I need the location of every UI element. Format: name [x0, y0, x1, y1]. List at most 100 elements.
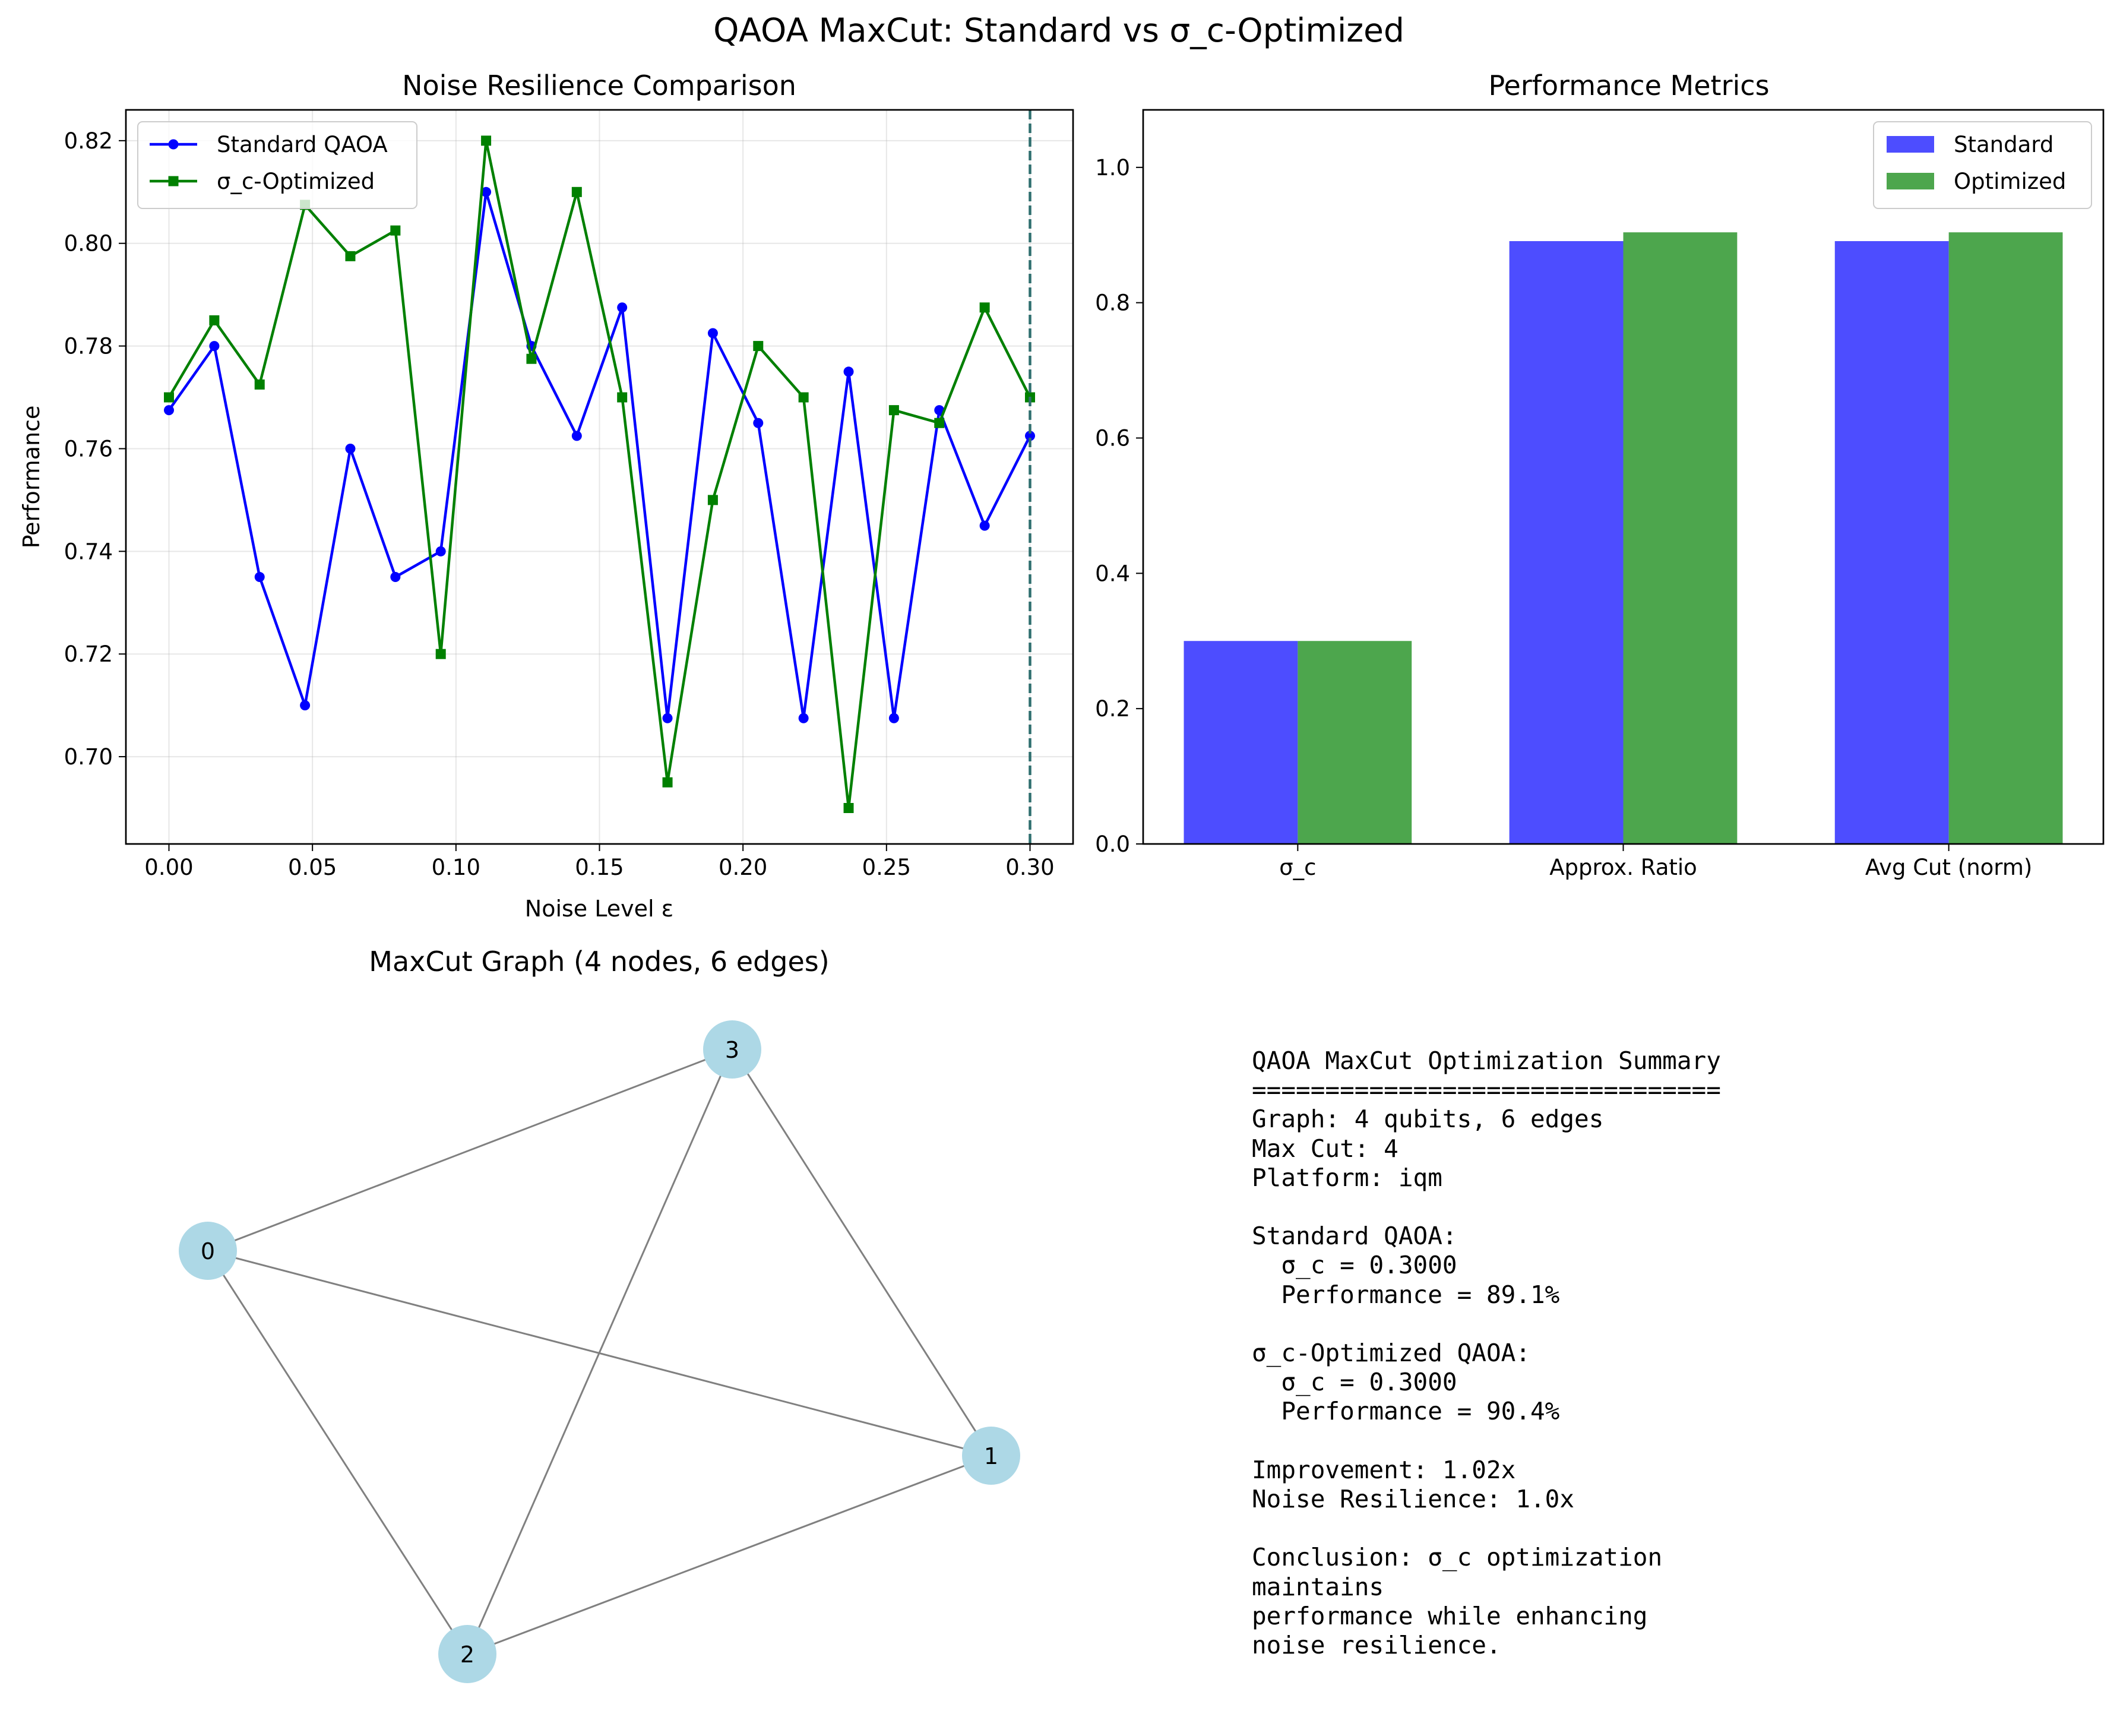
data-point — [209, 341, 220, 352]
data-point — [164, 405, 174, 416]
data-point — [798, 392, 809, 403]
noise-resilience-panel: 0.00 0.05 0.10 0.15 0.20 0.25 0.30 0.70 0.72 0.74… — [18, 69, 1074, 922]
data-point — [934, 418, 945, 428]
graph-node-label: 3 — [725, 1037, 739, 1063]
series-line-standard — [167, 191, 1031, 720]
data-point — [254, 379, 265, 390]
data-point — [979, 302, 990, 313]
plot1-ytick-label: 0.78 — [64, 334, 113, 359]
graph-node-label: 1 — [984, 1443, 998, 1469]
graph-edge-0-2 — [207, 1250, 469, 1655]
graph-node-label: 0 — [201, 1238, 215, 1264]
plot1-ytick-label: 0.80 — [64, 231, 113, 257]
plot1-title: Noise Resilience Comparison — [402, 69, 796, 102]
data-point — [345, 443, 356, 454]
data-point — [164, 392, 174, 403]
data-point — [300, 700, 311, 711]
plot1-ytick-label: 0.76 — [64, 436, 113, 461]
bar-optimized — [1623, 232, 1738, 845]
plot2-ytick-label: 0.0 — [1095, 831, 1130, 857]
graph-node-1 — [962, 1427, 1020, 1485]
plot1-xtick-label: 0.30 — [1005, 855, 1054, 880]
performance-metrics-panel: σ_c Approx. Ratio Avg Cut (norm) 0.0 0.2 0.4 0… — [1095, 69, 2105, 880]
data-point — [617, 302, 628, 313]
legend-marker — [168, 176, 179, 186]
plot1-xtick-label: 0.15 — [575, 855, 624, 880]
data-point — [753, 341, 764, 352]
data-point — [707, 495, 718, 505]
plot1-legend-box — [137, 121, 417, 209]
data-point — [481, 135, 492, 146]
data-point — [843, 366, 854, 377]
data-point — [662, 713, 673, 723]
data-point — [1025, 431, 1035, 441]
plot1-ytick-label: 0.70 — [64, 744, 113, 770]
plot2-xtick-label: Approx. Ratio — [1549, 855, 1697, 880]
graph-node-2 — [438, 1625, 496, 1683]
data-point — [934, 405, 945, 416]
data-point — [798, 713, 809, 723]
data-point — [753, 418, 764, 428]
plot2-ytick-label: 0.4 — [1095, 561, 1130, 586]
graph-edge-2-1 — [467, 1454, 992, 1655]
bar-optimized — [1298, 641, 1412, 844]
plot2-ytick-label: 0.2 — [1095, 696, 1130, 722]
bar-standard — [1834, 241, 1949, 844]
data-point — [571, 431, 582, 441]
data-point — [888, 713, 899, 723]
graph-node-0 — [179, 1222, 237, 1280]
plot2-frame — [1142, 109, 2105, 845]
data-point — [617, 392, 628, 403]
legend-label: Optimized — [1954, 169, 2066, 194]
plot1-xtick-label: 0.05 — [288, 855, 337, 880]
data-point — [707, 328, 718, 339]
maxcut-graph-panel: MaxCut Graph (4 nodes, 6 edges) 0 1 2 3 — [179, 946, 1020, 1683]
data-point — [435, 546, 446, 556]
graph-edge-0-3 — [207, 1048, 733, 1252]
plot1-xtick-label: 0.10 — [432, 855, 480, 880]
legend-label: Standard — [1954, 132, 2053, 157]
bar-standard — [1184, 641, 1298, 844]
legend-label: σ_c-Optimized — [217, 169, 375, 194]
plot2-ytick-label: 0.8 — [1095, 290, 1130, 316]
plot1-xtick-label: 0.00 — [144, 855, 193, 880]
legend-label: Standard QAOA — [217, 132, 388, 157]
plot1-xtick-label: 0.20 — [719, 855, 767, 880]
data-point — [662, 777, 673, 788]
plot1-ylabel: Performance — [18, 406, 45, 549]
plot2-ytick-label: 1.0 — [1095, 155, 1130, 181]
legend-swatch — [1887, 136, 1934, 153]
graph-node-label: 2 — [460, 1642, 474, 1668]
plot2-title: Performance Metrics — [1488, 69, 1769, 102]
graph-edge-3-1 — [731, 1049, 992, 1456]
series-line-optimized — [167, 139, 1031, 809]
bar-standard — [1509, 241, 1624, 844]
legend-marker — [168, 139, 179, 150]
plot1-ytick-label: 0.82 — [64, 128, 113, 154]
data-point — [481, 186, 492, 197]
data-point — [390, 572, 401, 583]
plot1-xtick-label: 0.25 — [862, 855, 911, 880]
data-point — [435, 649, 446, 659]
plot2-xtick-label: Avg Cut (norm) — [1865, 855, 2032, 880]
graph-node-3 — [703, 1020, 761, 1079]
plot1-ytick-label: 0.74 — [64, 539, 113, 564]
graph-edge-3-2 — [466, 1049, 733, 1655]
data-point — [390, 225, 401, 236]
plot2-xtick-label: σ_c — [1279, 855, 1316, 880]
data-point — [843, 802, 854, 813]
data-point — [888, 405, 899, 416]
data-point — [209, 315, 220, 325]
figure-title: QAOA MaxCut: Standard vs σ_c-Optimized — [713, 11, 1404, 49]
data-point — [526, 353, 537, 364]
graph-title: MaxCut Graph (4 nodes, 6 edges) — [369, 946, 829, 978]
data-point — [979, 520, 990, 531]
data-point — [345, 251, 356, 261]
data-point — [254, 572, 265, 583]
summary-text: QAOA MaxCut Optimization Summary =======… — [1252, 1046, 1721, 1660]
bar-optimized — [1948, 232, 2063, 845]
legend-swatch — [1887, 173, 1934, 189]
data-point — [571, 186, 582, 197]
plot1-ytick-label: 0.72 — [64, 641, 113, 667]
